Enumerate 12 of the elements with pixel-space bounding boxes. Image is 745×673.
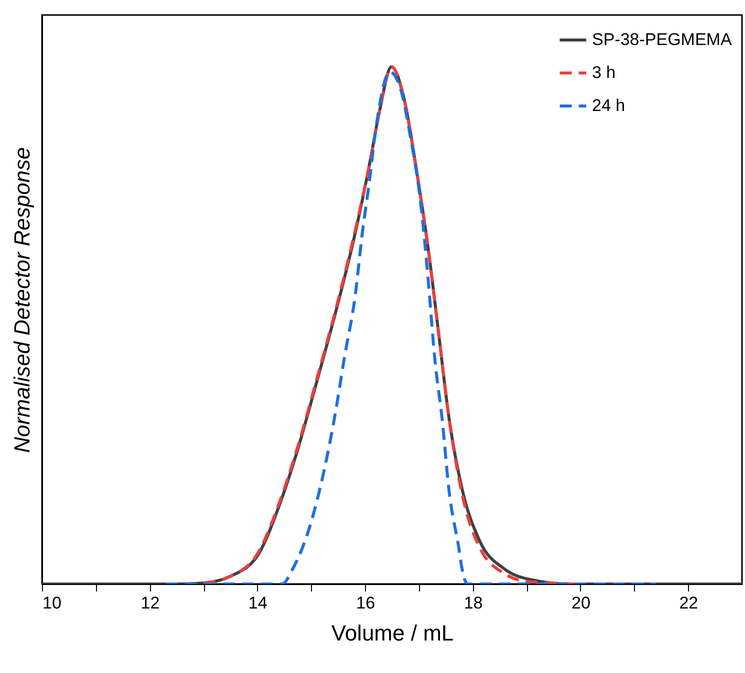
x-tick-label: 20 — [572, 594, 590, 612]
legend-label: 24 h — [592, 96, 626, 115]
x-axis-title: Volume / mL — [331, 620, 454, 646]
x-tick-label: 18 — [464, 594, 483, 612]
legend-label: 3 h — [592, 63, 616, 82]
x-tick-label: 14 — [248, 594, 268, 612]
x-tick-label: 16 — [356, 594, 376, 612]
x-tick-label: 12 — [140, 594, 160, 612]
x-tick-label: 22 — [679, 594, 698, 612]
y-axis-title: Normalised Detector Response — [10, 147, 34, 453]
legend-label: SP-38-PEGMEMA — [592, 30, 732, 49]
x-tick-label: 10 — [42, 594, 62, 612]
